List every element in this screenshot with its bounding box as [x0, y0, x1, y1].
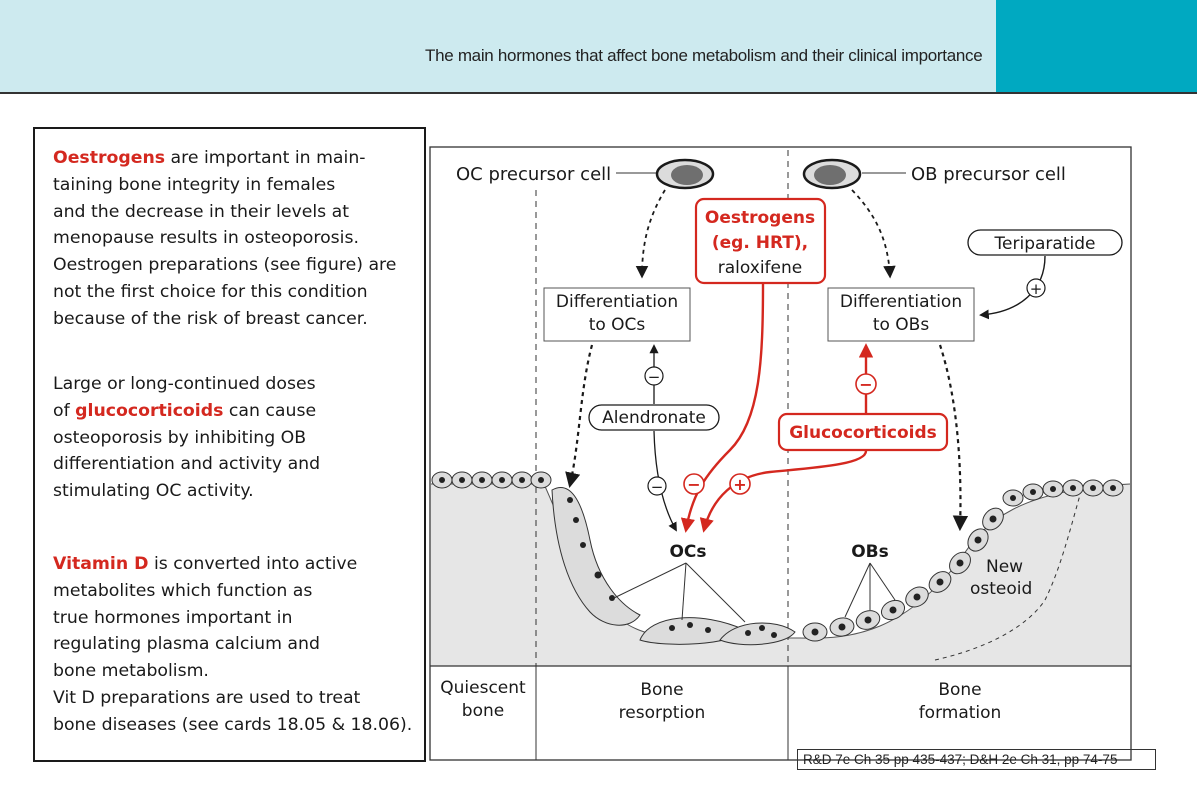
- osteoclast-nuclei: [567, 497, 777, 638]
- differentiation-to-osteoblasts-arrow: [938, 344, 969, 532]
- teriparatide-label: Teriparatide: [994, 234, 1096, 254]
- alendronate-minus-bottom-text: −: [651, 478, 664, 496]
- alendronate-minus-bottom: [647, 476, 667, 496]
- ob-precursor-label: OB precursor cell: [911, 164, 1066, 185]
- oestrogens-keyword: Oestrogens: [53, 148, 166, 168]
- differentiation-oc-line1: Differentiation: [556, 292, 678, 312]
- vitamin-d-paragraph: Vitamin D is converted into active metab…: [53, 551, 423, 739]
- glucocorticoids-minus-sign: [855, 373, 877, 395]
- osteoblast-nuclei: [811, 515, 997, 636]
- oestrogens-line1: Oestrogens: [705, 208, 815, 228]
- alendronate-box: [588, 404, 720, 431]
- ocs-label: OCs: [669, 542, 706, 562]
- vitamin-d-keyword: Vitamin D: [53, 554, 149, 574]
- lining-cell-nuclei-left: [439, 477, 544, 483]
- quiescent-bone-line2: bone: [462, 701, 504, 721]
- header-accent-block: [996, 0, 1197, 92]
- oestrogens-paragraph: Oestrogens are important in main- tainin…: [53, 145, 423, 333]
- glucocorticoids-text: can cause osteoporosis by inhibiting OB …: [53, 400, 321, 502]
- alendronate-label: Alendronate: [602, 408, 706, 428]
- oestrogens-minus-text: −: [687, 475, 700, 494]
- ob-precursor-cell: [802, 158, 862, 190]
- oc-precursor-label: OC precursor cell: [456, 164, 611, 185]
- new-osteoid-line2: osteoid: [970, 579, 1032, 599]
- differentiation-oc-box: [543, 287, 691, 342]
- figure-frame: [429, 146, 1132, 761]
- vitamin-d-text: is converted into active metabolites whi…: [53, 554, 413, 735]
- oestrogens-minus-sign: [683, 473, 705, 495]
- oc-precursor-to-differentiation-arrow: [635, 189, 666, 279]
- obs-pointer-lines: [844, 562, 896, 618]
- osteoid-front: [934, 494, 1081, 661]
- page-title: The main hormones that affect bone metab…: [425, 46, 983, 65]
- teriparatide-plus-text: +: [1030, 280, 1043, 298]
- oestrogens-text: are important in main- taining bone inte…: [53, 148, 397, 329]
- header-band: [0, 0, 996, 92]
- bone-formation-line1: Bone: [938, 680, 981, 700]
- obs-label: OBs: [851, 542, 889, 562]
- quiescent-bone-line1: Quiescent: [440, 678, 526, 698]
- ocs-pointer-lines: [613, 562, 746, 623]
- oestrogens-to-osteoclasts-arrow: [680, 282, 765, 533]
- glucocorticoids-minus-text: −: [859, 375, 872, 394]
- glucocorticoids-paragraph: Large or long-continued doses of glucoco…: [53, 371, 423, 505]
- differentiation-ob-box: [827, 287, 975, 342]
- oc-precursor-cell: [655, 158, 715, 190]
- glucocorticoids-keyword: glucocorticoids: [75, 400, 224, 421]
- glucocorticoids-text-pre: Large or long-continued doses of: [53, 374, 316, 421]
- differentiation-ob-line1: Differentiation: [840, 292, 962, 312]
- teriparatide-box: [967, 229, 1123, 256]
- glucocorticoids-to-osteoclasts-arrow: [699, 450, 868, 533]
- lining-cell-nuclei-right: [1010, 485, 1116, 501]
- header-divider: [0, 92, 1197, 94]
- ob-precursor-to-differentiation-arrow: [851, 189, 896, 279]
- teriparatide-plus-sign: [1026, 278, 1046, 298]
- oestrogens-line2: (eg. HRT),: [712, 233, 808, 253]
- bone-formation-line2: formation: [919, 703, 1002, 723]
- oestrogens-box: [694, 197, 827, 285]
- bone-resorption-line2: resorption: [619, 703, 706, 723]
- glucocorticoids-box: [777, 412, 949, 452]
- reference-citation: R&D 7e Ch 35 pp 435-437; D&H 2e Ch 31, p…: [797, 749, 1156, 770]
- bone-resorption-line1: Bone: [640, 680, 683, 700]
- differentiation-ob-line2: to OBs: [873, 315, 930, 335]
- teriparatide-stimulation-arrow: [979, 255, 1046, 320]
- differentiation-oc-line2: to OCs: [589, 315, 646, 335]
- new-osteoid-line1: New: [986, 557, 1023, 577]
- text-panel: Oestrogens are important in main- tainin…: [33, 127, 426, 762]
- glucocorticoids-plus-sign: [729, 473, 751, 495]
- alendronate-minus-top: [644, 366, 664, 386]
- glucocorticoids-plus-text: +: [733, 475, 746, 494]
- glucocorticoids-label: Glucocorticoids: [789, 423, 937, 443]
- alendronate-minus-top-text: −: [648, 368, 661, 386]
- oestrogens-line3: raloxifene: [718, 258, 802, 278]
